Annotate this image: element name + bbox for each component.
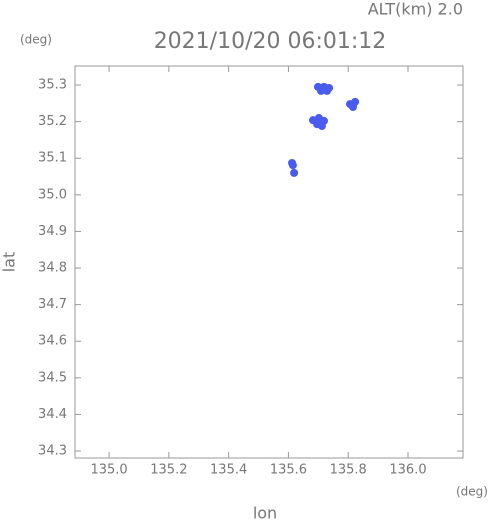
echo-point [317, 122, 326, 131]
y-tick-label: 34.9 [38, 224, 67, 239]
x-tick-label: 135.6 [270, 463, 307, 478]
y-tick-label: 35.2 [38, 114, 67, 129]
y-tick-label: 34.3 [38, 444, 67, 459]
plot-frame [74, 65, 464, 459]
x-tick-label: 135.4 [210, 463, 247, 478]
y-tick-label: 34.8 [38, 261, 67, 276]
y-tick-label: 34.5 [38, 370, 67, 385]
x-unit: (deg) [456, 485, 488, 499]
echo-point [290, 168, 299, 177]
y-tick-label: 34.6 [38, 334, 67, 349]
y-tick-label: 35.1 [38, 151, 67, 166]
echo-point [348, 102, 357, 111]
y-axis-label: lat [0, 252, 19, 273]
y-tick-label: 34.4 [38, 407, 67, 422]
echo-point [288, 161, 297, 170]
x-tick-label: 135.8 [330, 463, 367, 478]
y-tick-label: 35.0 [38, 187, 67, 202]
x-tick-label: 135.0 [90, 463, 127, 478]
x-tick-label: 136.0 [389, 463, 426, 478]
y-tick-label: 34.7 [38, 297, 67, 312]
y-tick-label: 35.3 [38, 78, 67, 93]
y-unit: (deg) [20, 33, 52, 47]
echo-point [322, 86, 331, 95]
echo-point [317, 86, 326, 95]
altitude-label: ALT(km) 2.0 [368, 0, 463, 19]
x-axis-label: lon [253, 504, 277, 521]
x-tick-label: 135.2 [150, 463, 187, 478]
chart-title: 2021/10/20 06:01:12 [154, 29, 387, 54]
